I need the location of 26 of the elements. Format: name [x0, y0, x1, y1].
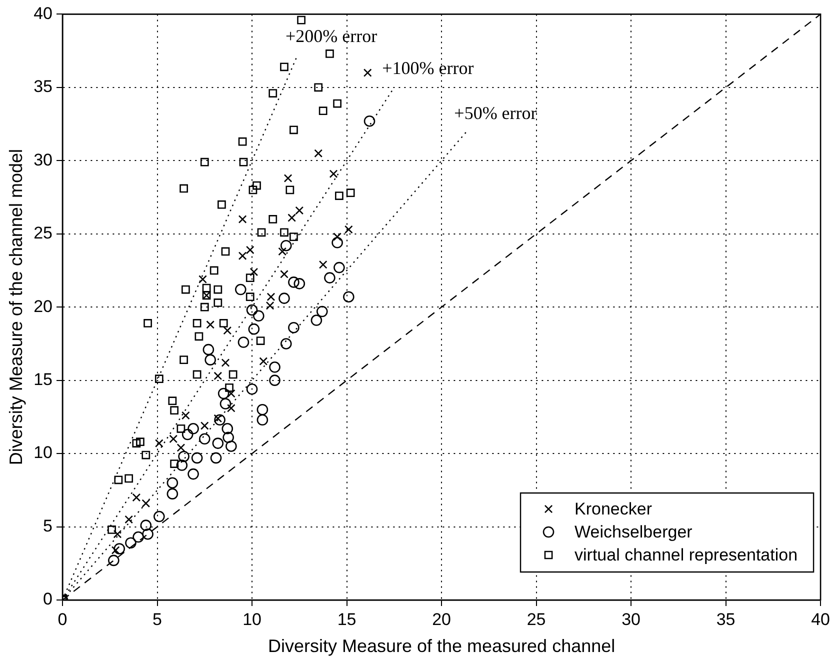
y-tick-label: 30 [34, 150, 53, 170]
y-tick-label: 40 [34, 4, 53, 23]
annotation: +100% error [382, 58, 474, 78]
x-tick-label: 15 [337, 610, 356, 629]
x-tick-label: 30 [622, 610, 640, 629]
x-tick-label: 25 [526, 610, 546, 629]
legend-label: virtual channel representation [574, 546, 798, 565]
y-axis-title: Diversity Measure of the channel model [6, 149, 26, 466]
y-tick-label: 0 [43, 590, 53, 609]
x-tick-label: 40 [811, 610, 830, 629]
x-axis-title: Diversity Measure of the measured channel [268, 636, 616, 656]
y-tick-label: 15 [34, 370, 53, 390]
legend-label: Kronecker [574, 500, 652, 519]
x-tick-label: 10 [242, 610, 262, 629]
y-tick-label: 10 [34, 443, 53, 462]
annotation: +50% error [454, 102, 537, 123]
x-tick-label: 5 [152, 610, 162, 629]
y-tick-label: 25 [34, 224, 53, 243]
y-tick-label: 5 [43, 516, 53, 536]
y-tick-label: 35 [34, 77, 53, 96]
annotation: +200% error [286, 26, 378, 46]
legend-label: Weichselberger [574, 522, 693, 542]
x-tick-label: 35 [716, 610, 736, 629]
x-tick-label: 20 [432, 610, 451, 629]
y-tick-label: 20 [34, 296, 53, 316]
x-tick-label: 0 [58, 610, 68, 629]
